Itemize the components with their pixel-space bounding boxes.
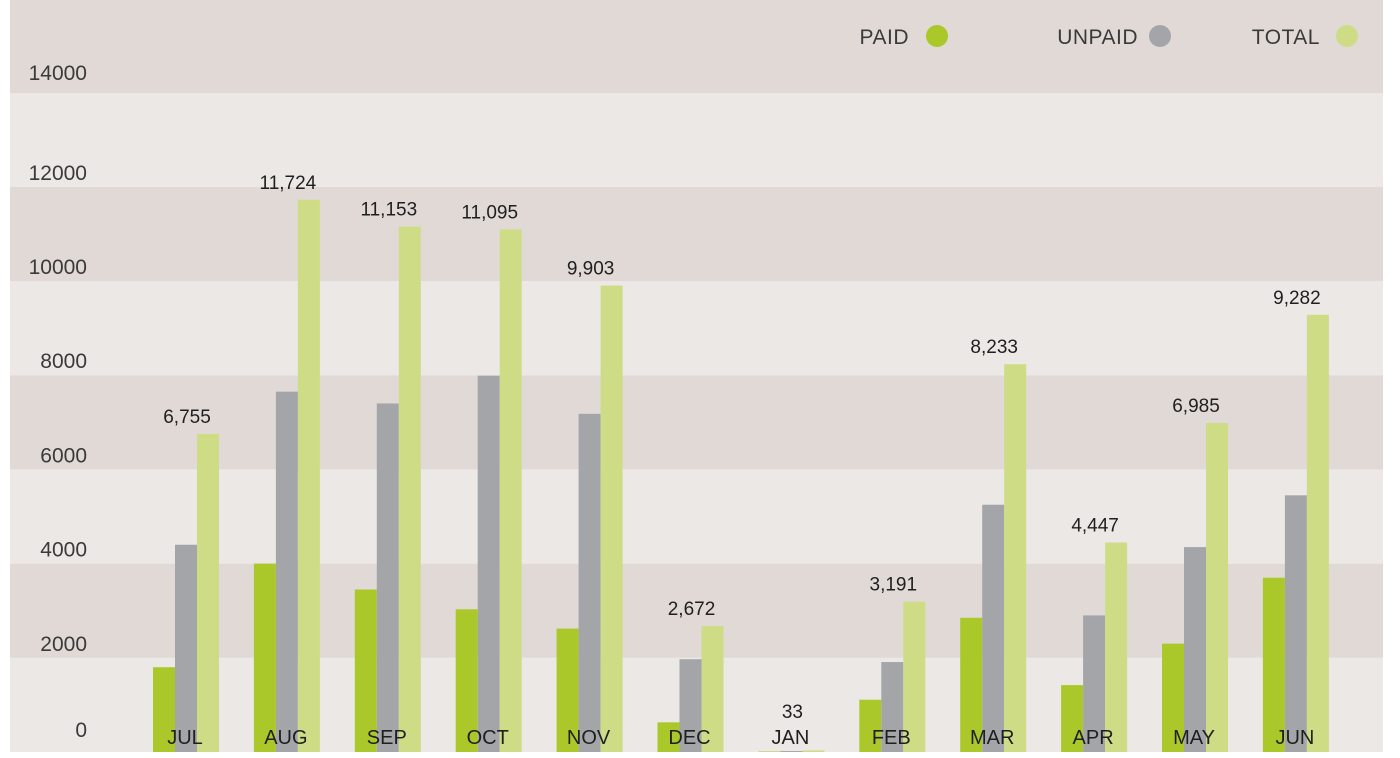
y-tick-label: 4000 xyxy=(40,539,87,562)
y-tick-label: 14000 xyxy=(29,62,87,85)
header-band xyxy=(10,0,1383,93)
legend-label-paid: PAID xyxy=(860,26,909,49)
x-category-label: JUN xyxy=(1275,727,1314,749)
x-category-label: JAN xyxy=(772,727,810,749)
bar-total-nov[interactable] xyxy=(601,286,623,752)
bar-total-apr[interactable] xyxy=(1105,543,1127,752)
data-label-sep: 11,153 xyxy=(360,200,417,221)
legend-swatch-total xyxy=(1336,25,1358,47)
data-label-may: 6,985 xyxy=(1172,396,1220,417)
bar-total-jul[interactable] xyxy=(197,434,219,752)
data-label-nov: 9,903 xyxy=(567,259,615,280)
bar-unpaid-mar[interactable] xyxy=(982,505,1004,752)
legend-label-unpaid: UNPAID xyxy=(1057,26,1138,49)
x-category-label: FEB xyxy=(872,727,911,749)
data-label-mar: 8,233 xyxy=(970,337,1018,358)
data-label-aug: 11,724 xyxy=(260,173,317,194)
data-label-oct: 11,095 xyxy=(461,202,518,223)
data-label-dec: 2,672 xyxy=(668,599,716,620)
bar-unpaid-nov[interactable] xyxy=(579,414,601,752)
bar-paid-jun[interactable] xyxy=(1263,578,1285,752)
bar-total-may[interactable] xyxy=(1206,423,1228,752)
x-category-label: SEP xyxy=(367,727,407,749)
bar-unpaid-oct[interactable] xyxy=(478,376,500,752)
data-label-jul: 6,755 xyxy=(163,407,211,428)
bar-total-sep[interactable] xyxy=(399,227,421,752)
bar-unpaid-aug[interactable] xyxy=(276,392,298,752)
grid-band xyxy=(10,187,1383,281)
x-category-label: NOV xyxy=(567,727,611,749)
data-label-apr: 4,447 xyxy=(1071,516,1119,537)
data-label-jun: 9,282 xyxy=(1273,288,1321,309)
y-tick-label: 0 xyxy=(75,719,87,742)
grid-band xyxy=(10,281,1383,375)
bar-unpaid-jun[interactable] xyxy=(1285,495,1307,752)
bar-unpaid-sep[interactable] xyxy=(377,403,399,752)
data-label-feb: 3,191 xyxy=(870,575,918,596)
y-tick-label: 6000 xyxy=(40,444,87,467)
legend-swatch-unpaid xyxy=(1149,25,1171,47)
bar-total-aug[interactable] xyxy=(298,200,320,752)
legend-label-total: TOTAL xyxy=(1252,26,1320,49)
bar-total-mar[interactable] xyxy=(1004,364,1026,752)
grid-band xyxy=(10,93,1383,187)
y-tick-label: 10000 xyxy=(29,256,87,279)
y-tick-label: 2000 xyxy=(40,633,87,656)
legend-swatch-paid xyxy=(926,25,948,47)
bar-total-jun[interactable] xyxy=(1307,315,1329,752)
data-label-jan: 33 xyxy=(782,702,803,723)
bar-unpaid-jan[interactable] xyxy=(780,751,802,752)
x-category-label: MAR xyxy=(970,727,1014,749)
x-category-label: MAY xyxy=(1173,727,1215,749)
bar-paid-aug[interactable] xyxy=(254,564,276,752)
bar-total-oct[interactable] xyxy=(500,229,522,752)
y-tick-label: 12000 xyxy=(29,162,87,185)
x-category-label: JUL xyxy=(167,727,203,749)
x-category-label: AUG xyxy=(264,727,307,749)
bar-total-jan[interactable] xyxy=(802,750,824,752)
x-category-label: DEC xyxy=(668,727,710,749)
x-category-label: OCT xyxy=(467,727,509,749)
x-category-label: APR xyxy=(1073,727,1114,749)
y-tick-label: 8000 xyxy=(40,350,87,373)
bar-unpaid-may[interactable] xyxy=(1184,547,1206,752)
bar-unpaid-jul[interactable] xyxy=(175,545,197,752)
